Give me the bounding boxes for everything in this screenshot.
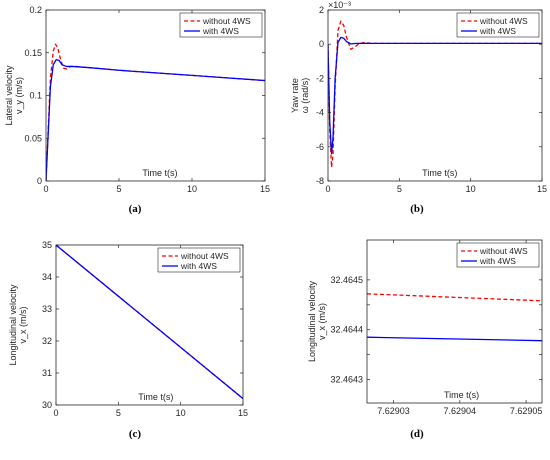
chart-panel-1: 0 5 10 15 0 0.05 0.1 0.15 0.2 Time t(s) Lateral ve… bbox=[4, 5, 270, 215]
x-tick-label: 5 bbox=[116, 408, 121, 418]
legend-label: without 4WS bbox=[479, 246, 528, 256]
y-axis-label: v_y (m/s) bbox=[14, 77, 24, 114]
y-tick-label: 32.4645 bbox=[330, 275, 363, 285]
series-line-without-4ws bbox=[367, 293, 542, 302]
y-tick-label: -4 bbox=[316, 108, 324, 118]
x-tick-label: 5 bbox=[397, 184, 402, 194]
legend-label: with 4WS bbox=[479, 256, 516, 266]
x-tick-label: 5 bbox=[116, 184, 121, 194]
panel-caption: (c) bbox=[129, 428, 142, 440]
panel-caption: (a) bbox=[129, 203, 142, 215]
y-axis-label: v_x (m/s) bbox=[18, 306, 28, 343]
series-line-with-4ws bbox=[328, 36, 542, 155]
x-tick-label: 0 bbox=[43, 184, 48, 194]
x-axis-label: Time t(s) bbox=[422, 168, 457, 178]
plot-frame bbox=[327, 9, 543, 182]
x-tick-label: 10 bbox=[466, 184, 476, 194]
y-tick-label: 30 bbox=[42, 400, 52, 410]
x-axis-label: Time t(s) bbox=[444, 390, 479, 400]
y-exponent-label: ×10⁻³ bbox=[328, 0, 351, 10]
legend-label: with 4WS bbox=[479, 26, 516, 36]
y-axis-label: Longitudinal velocity bbox=[8, 284, 18, 366]
plot-frame bbox=[366, 239, 543, 404]
x-tick-label: 0 bbox=[53, 408, 58, 418]
x-tick-label: 15 bbox=[238, 408, 248, 418]
y-axis-label: Lateral velocity bbox=[4, 65, 14, 126]
y-tick-label: 2 bbox=[319, 5, 324, 15]
y-tick-label: -6 bbox=[316, 142, 324, 152]
x-tick-label: 7.62903 bbox=[377, 406, 410, 416]
x-tick-label: 10 bbox=[187, 184, 197, 194]
y-tick-label: 33 bbox=[42, 304, 52, 314]
y-axis-label: Yaw rate bbox=[290, 78, 300, 113]
series-line-without-4ws bbox=[46, 43, 265, 181]
y-tick-label: 31 bbox=[42, 368, 52, 378]
y-axis-label: Longitudinal velocity bbox=[307, 280, 317, 362]
y-tick-label: 35 bbox=[42, 240, 52, 250]
legend-box bbox=[179, 12, 263, 38]
chart-panel-4: 7.62903 7.62904 7.62905 32.4643 32.4644 32.46… bbox=[307, 239, 543, 440]
legend-label: with 4WS bbox=[202, 26, 239, 36]
y-tick-label: -8 bbox=[316, 176, 324, 186]
series-line-with-4ws bbox=[46, 58, 265, 181]
x-tick-label: 0 bbox=[325, 184, 330, 194]
legend-label: without 4WS bbox=[180, 251, 229, 261]
y-tick-label: 32 bbox=[42, 336, 52, 346]
series-line-with-4ws bbox=[367, 336, 542, 342]
y-tick-label: 0.05 bbox=[24, 133, 42, 143]
x-tick-label: 15 bbox=[537, 184, 547, 194]
y-tick-label: 0.15 bbox=[24, 48, 42, 58]
chart-panel-3: 0 5 10 15 30 31 32 33 34 35 Time t(s) Longitudinal … bbox=[8, 240, 248, 440]
x-tick-label: 10 bbox=[176, 408, 186, 418]
x-axis-label: Time t(s) bbox=[138, 392, 173, 402]
legend-label: without 4WS bbox=[479, 16, 528, 26]
legend-box bbox=[456, 242, 540, 268]
legend-label: without 4WS bbox=[202, 16, 251, 26]
y-tick-label: 0 bbox=[319, 39, 324, 49]
y-axis-label: ω (rad/s) bbox=[300, 78, 310, 114]
x-axis-label: Time t(s) bbox=[142, 168, 177, 178]
x-tick-label: 15 bbox=[260, 184, 270, 194]
y-tick-label: 0.1 bbox=[29, 91, 42, 101]
y-tick-label: 0.2 bbox=[29, 5, 42, 15]
x-tick-label: 7.62904 bbox=[444, 406, 477, 416]
panel-caption: (d) bbox=[410, 428, 424, 440]
x-tick-label: 7.62905 bbox=[510, 406, 543, 416]
chart-panel-2: 0 5 10 15 -8 -6 -4 -2 0 2 ×10⁻³ Time t(s) Yaw rate ω … bbox=[290, 0, 547, 215]
y-tick-label: -2 bbox=[316, 73, 324, 83]
y-tick-label: 32.4643 bbox=[330, 375, 363, 385]
series-line-with-4ws bbox=[56, 245, 243, 400]
legend-box bbox=[456, 12, 540, 38]
y-axis-label: v_x (m/s) bbox=[317, 303, 327, 340]
plot-frame bbox=[55, 244, 244, 406]
y-tick-label: 34 bbox=[42, 272, 52, 282]
y-tick-label: 32.4644 bbox=[330, 325, 363, 335]
y-tick-label: 0 bbox=[37, 176, 42, 186]
legend-box bbox=[157, 247, 241, 273]
panel-caption: (b) bbox=[410, 203, 424, 215]
legend-label: with 4WS bbox=[180, 261, 217, 271]
